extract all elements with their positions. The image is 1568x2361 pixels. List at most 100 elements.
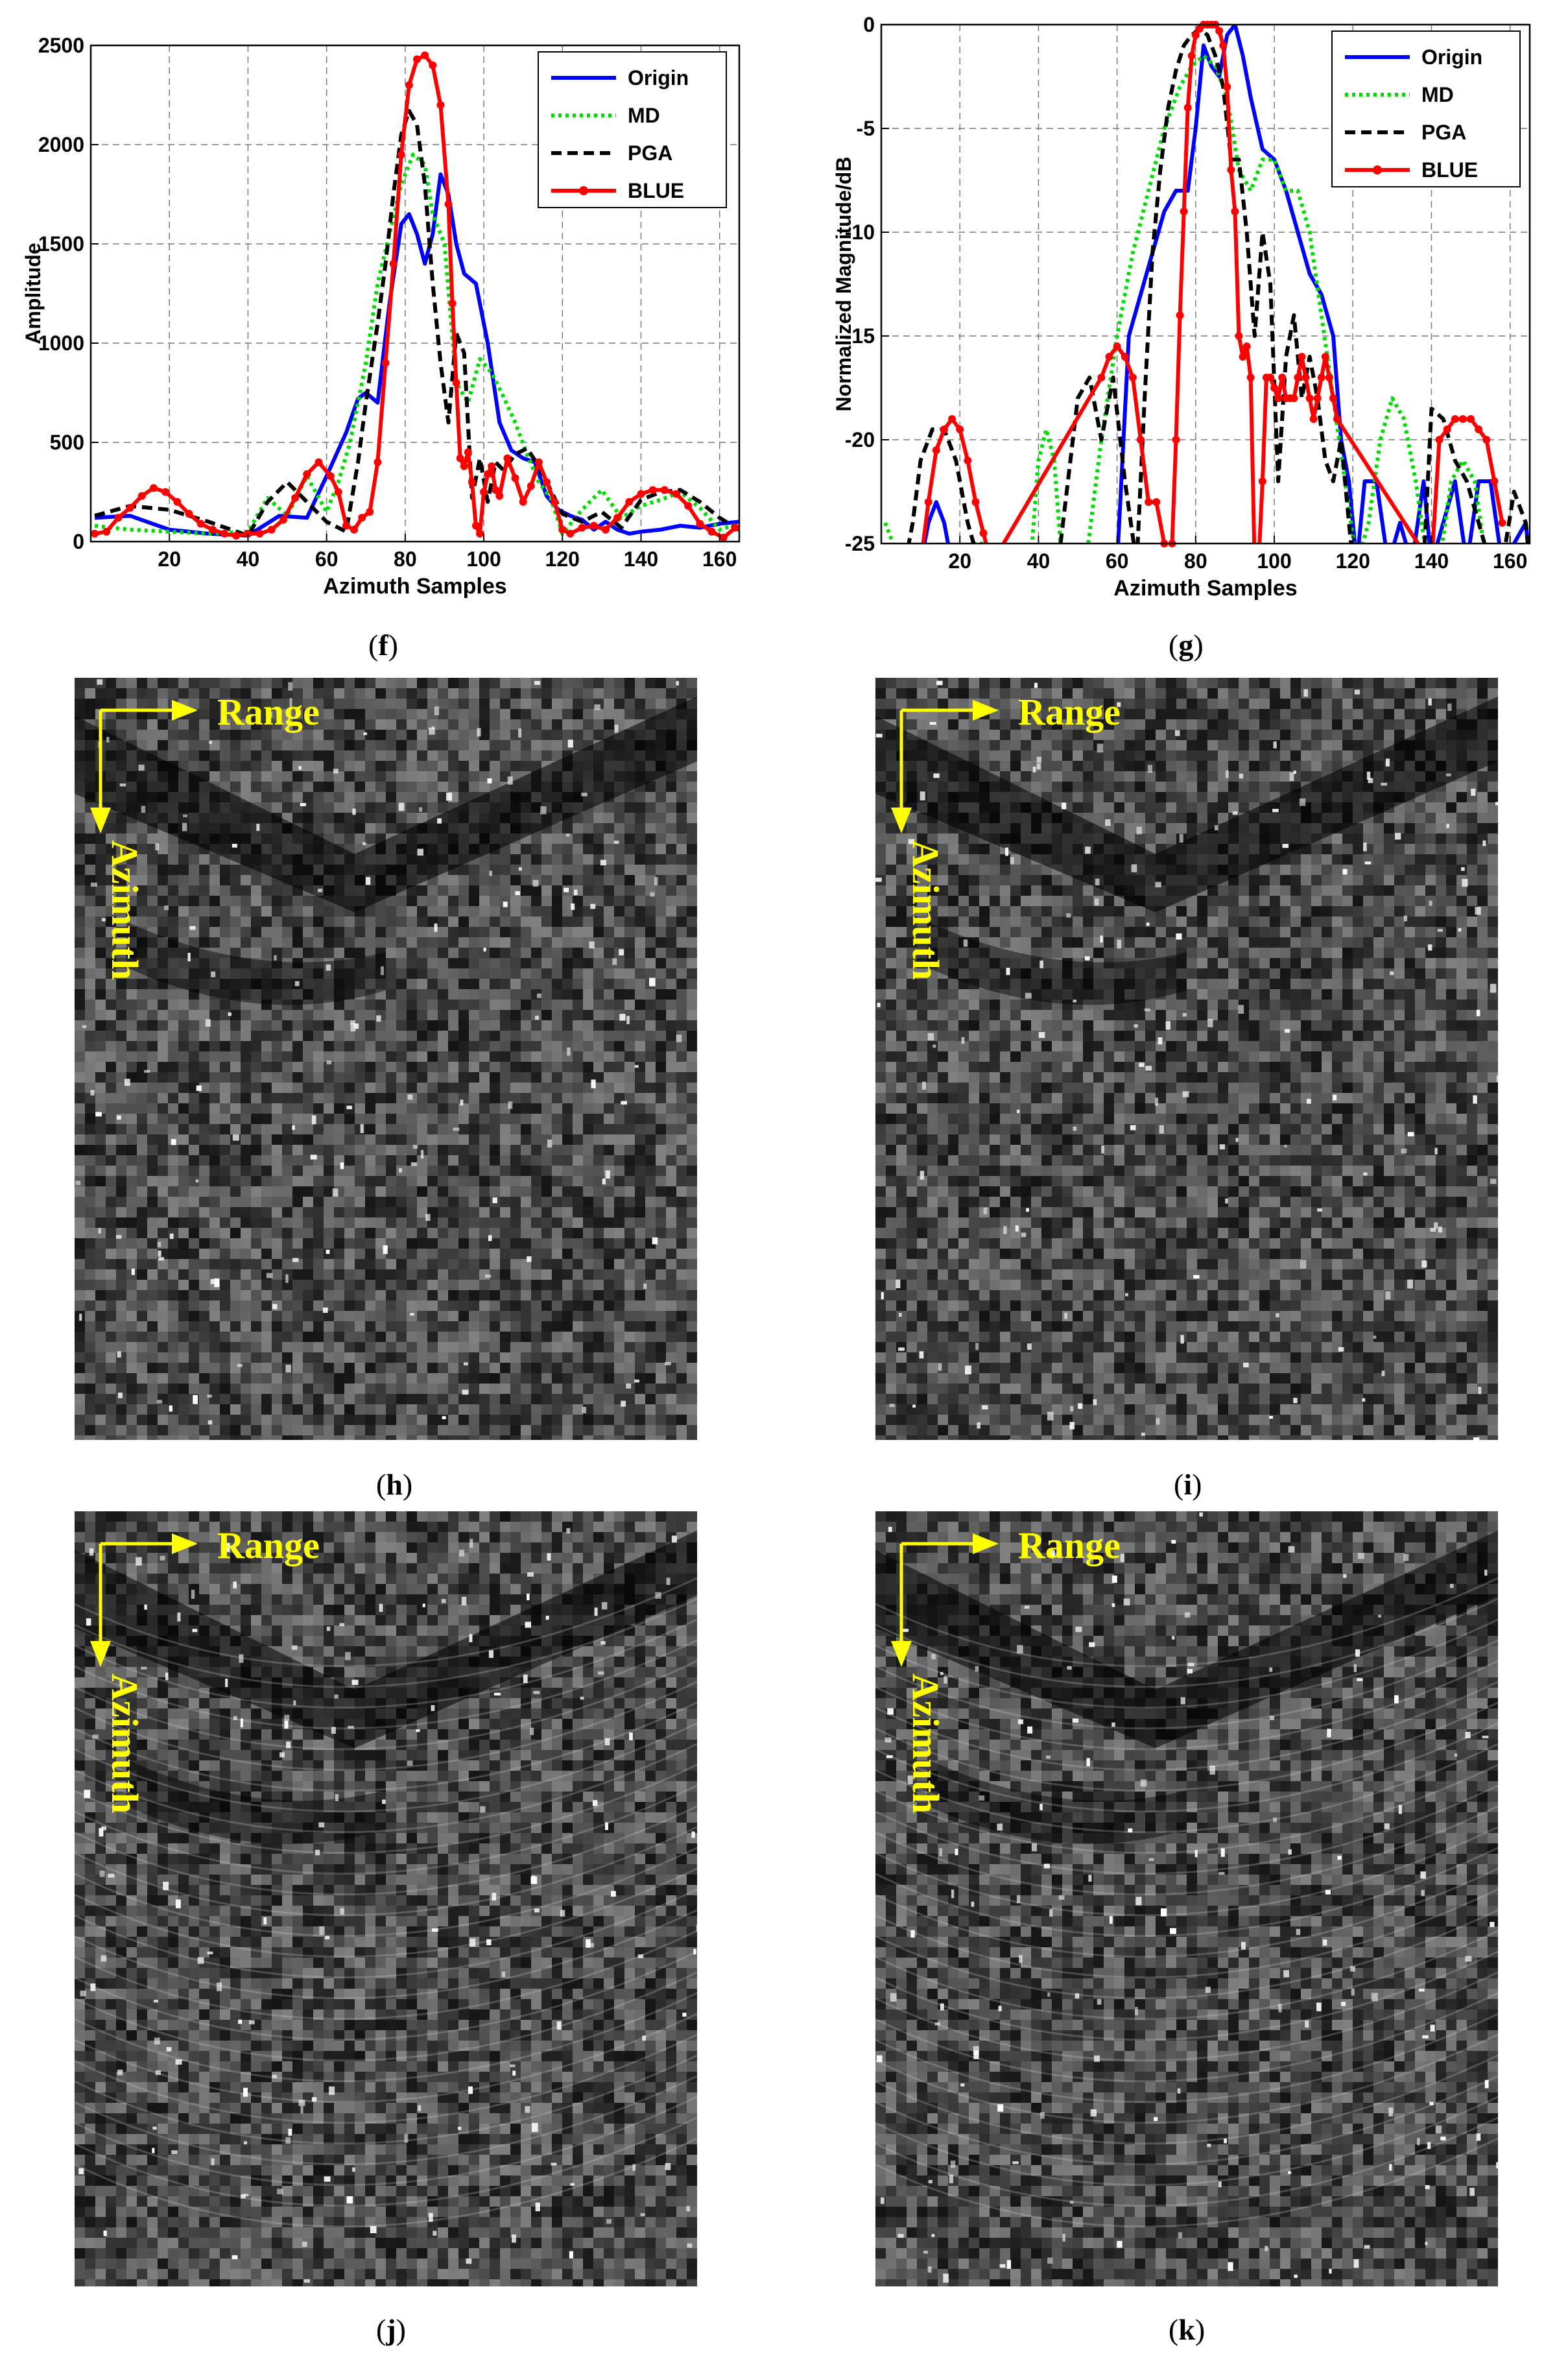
- panel-label-h: (h): [376, 1468, 413, 1501]
- series-point-blue: [492, 486, 500, 494]
- series-point-blue: [161, 488, 170, 496]
- series-line-pga: [94, 109, 739, 538]
- series-point-blue: [543, 478, 551, 486]
- x-tick-label: 60: [315, 547, 339, 571]
- series-point-blue: [940, 425, 948, 433]
- series-point-blue: [381, 359, 390, 367]
- series-point-blue: [1443, 425, 1451, 433]
- azimuth-label: Azimuth: [905, 840, 947, 980]
- legend-label-pga: PGA: [1421, 121, 1466, 144]
- series-line-origin: [94, 172, 739, 538]
- sar-image-h: Range Azimuth: [75, 678, 697, 1440]
- series-point-blue: [468, 478, 476, 486]
- series-point-blue: [519, 497, 527, 506]
- range-arrowhead: [172, 1533, 198, 1554]
- legend-label-blue: BLUE: [628, 179, 684, 202]
- series-point-blue: [244, 529, 252, 538]
- y-tick-label: -10: [845, 221, 875, 244]
- series-point-blue: [291, 494, 300, 502]
- series-point-blue: [220, 529, 229, 538]
- x-tick-label: 20: [948, 549, 971, 573]
- series-point-blue: [1329, 394, 1337, 402]
- series-point-blue: [1121, 353, 1129, 361]
- series-point-blue: [429, 61, 437, 69]
- series-point-blue: [924, 498, 932, 506]
- x-axis-label: Azimuth Samples: [323, 574, 506, 599]
- series-point-blue: [421, 51, 429, 60]
- series-point-blue: [1498, 519, 1506, 527]
- series-point-blue: [484, 470, 492, 478]
- series-point-blue: [648, 486, 657, 494]
- series-point-blue: [1145, 498, 1153, 506]
- x-tick-label: 60: [1106, 549, 1129, 573]
- series-point-blue: [413, 55, 422, 64]
- series-point-blue: [1152, 498, 1161, 506]
- series-point-blue: [444, 200, 453, 208]
- legend-label-pga: PGA: [628, 141, 672, 165]
- series-point-blue: [1227, 166, 1235, 174]
- x-tick-label: 120: [1336, 549, 1370, 573]
- x-tick-label: 40: [237, 547, 260, 571]
- series-point-blue: [374, 458, 382, 466]
- series-point-blue: [1128, 374, 1137, 381]
- series-point-blue: [964, 457, 972, 464]
- series-point-blue: [1172, 436, 1180, 444]
- series-point-blue: [1274, 394, 1283, 402]
- series-point-blue: [1475, 425, 1483, 433]
- series-point-blue: [1219, 42, 1228, 49]
- y-tick-label: -25: [845, 532, 875, 555]
- series-point-blue: [1321, 353, 1329, 361]
- series-point-blue: [126, 503, 134, 512]
- legend-label-blue: BLUE: [1421, 158, 1478, 182]
- panel-label-f: (f): [368, 629, 398, 662]
- azimuth-arrowhead: [891, 808, 912, 833]
- y-tick-label: -20: [845, 428, 875, 451]
- legend-label-md: MD: [1421, 83, 1454, 106]
- series-point-blue: [566, 529, 575, 538]
- series-point-blue: [1137, 436, 1145, 444]
- sar-speckle: Range Azimuth: [75, 678, 697, 1440]
- series-point-blue: [979, 529, 988, 537]
- series-line-origin: [922, 25, 1530, 544]
- chart-normalized-magnitude: 20 40 60 80 100 120 140 160 0 -5 -10 -15 -20 -25 Azimu…: [832, 13, 1531, 601]
- series-point-blue: [448, 299, 457, 307]
- series-point-blue: [389, 259, 398, 268]
- y-tick-label: 1500: [38, 232, 84, 256]
- series-point-blue: [1183, 104, 1192, 112]
- series-point-blue: [1176, 311, 1184, 319]
- series-point-blue: [315, 458, 323, 466]
- series-point-blue: [684, 501, 693, 510]
- range-label: Range: [217, 691, 320, 733]
- range-label: Range: [217, 1524, 320, 1566]
- legend-label-origin: Origin: [628, 66, 689, 90]
- y-axis-label: Amplitude: [21, 243, 45, 344]
- x-tick-label: 80: [1184, 549, 1207, 573]
- series-point-blue: [137, 492, 146, 500]
- x-tick-label: 40: [1027, 549, 1051, 573]
- series-point-blue: [589, 521, 598, 530]
- series-point-blue: [232, 531, 241, 540]
- series-point-blue: [707, 527, 716, 536]
- series-point-blue: [1298, 353, 1306, 361]
- range-label: Range: [1018, 1524, 1121, 1566]
- x-tick-label: 120: [545, 547, 580, 571]
- series-point-blue: [1490, 477, 1499, 485]
- y-tick-label: 1000: [38, 331, 84, 355]
- series-point-blue: [1305, 394, 1314, 402]
- series-point-blue: [255, 529, 264, 538]
- series-point-blue: [1325, 374, 1333, 381]
- series-point-blue: [696, 520, 704, 528]
- x-tick-label: 140: [624, 547, 658, 571]
- series-point-blue: [527, 482, 535, 490]
- y-tick-label: 0: [73, 530, 84, 553]
- series-point-blue: [102, 527, 111, 536]
- azimuth-label: Azimuth: [905, 1673, 947, 1814]
- x-tick-label: 160: [702, 547, 737, 571]
- series-point-blue: [358, 514, 366, 522]
- panel-label-j: (j): [376, 2313, 406, 2346]
- series-point-blue: [1482, 436, 1491, 444]
- sar-speckle: Range Azimuth: [875, 678, 1498, 1440]
- x-tick-label: 160: [1493, 549, 1527, 573]
- series-point-blue: [1097, 374, 1106, 381]
- range-arrowhead: [973, 1533, 999, 1554]
